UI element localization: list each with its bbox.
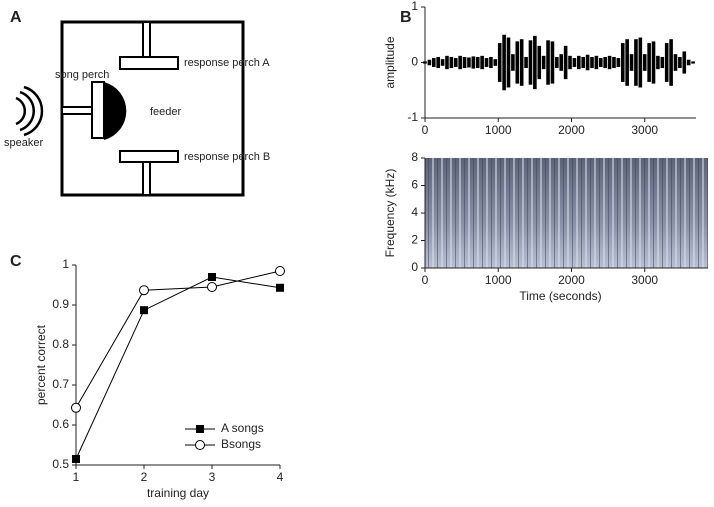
x-tick-label: 1000 <box>485 123 512 137</box>
perch-a <box>119 56 179 70</box>
label: song perch <box>55 69 109 81</box>
panel-label: C <box>10 253 22 270</box>
legend-label: Bsongs <box>221 437 261 451</box>
marker <box>276 283 284 292</box>
y-tick-label: 0.6 <box>52 417 69 431</box>
y-tick-label: 2 <box>411 233 418 247</box>
y-tick-label: 8 <box>411 150 418 164</box>
y-axis-label: percent correct <box>34 324 48 405</box>
x-tick-label: 2000 <box>558 273 585 287</box>
label: response perch A <box>184 57 270 69</box>
perch-b <box>119 150 179 163</box>
label: feeder <box>150 106 182 118</box>
x-axis-label: Time (seconds) <box>519 289 601 303</box>
marker <box>72 455 80 463</box>
perch-stem <box>142 21 151 58</box>
marker <box>207 282 217 292</box>
y-tick-label: 0 <box>411 55 418 69</box>
y-axis-label: Frequency (kHz) <box>383 169 397 258</box>
marker <box>71 402 81 413</box>
x-tick-label: 0 <box>422 273 429 287</box>
diagram: A song perch feeder response perch A res… <box>4 9 270 197</box>
y-tick-label: 0.9 <box>52 297 69 311</box>
marker <box>139 285 149 296</box>
series-line <box>75 276 281 460</box>
y-tick-label: 4 <box>411 205 418 219</box>
speaker-icon <box>15 85 44 137</box>
x-tick-label: 1000 <box>485 273 512 287</box>
x-tick-label: 4 <box>277 470 284 484</box>
y-tick-label: 0.5 <box>52 457 69 471</box>
y-tick-label: 1 <box>62 257 69 271</box>
panel-label: B <box>400 9 412 26</box>
y-axis-label: amplitude <box>383 36 397 88</box>
feeder-shape <box>104 82 127 140</box>
marker <box>275 266 285 276</box>
label: response perch B <box>184 151 270 163</box>
x-tick-label: 2000 <box>558 123 585 137</box>
y-tick-label: 0.8 <box>52 337 69 351</box>
y-tick-label: -1 <box>407 110 418 124</box>
legend-marker <box>195 440 205 450</box>
marker <box>140 306 148 315</box>
y-tick-label: 1 <box>411 0 418 13</box>
song-perch-stem <box>61 106 93 115</box>
x-tick-label: 1 <box>73 470 80 484</box>
x-tick-label: 0 <box>422 123 429 137</box>
perch-stem <box>142 161 151 196</box>
x-tick-label: 3000 <box>631 123 658 137</box>
series-line <box>75 270 281 409</box>
legend-label: A songs <box>221 421 264 435</box>
y-tick-label: 0 <box>411 260 418 274</box>
panel-label: A <box>10 9 22 26</box>
label: speaker <box>4 137 43 149</box>
marker <box>208 273 216 281</box>
x-tick-label: 3 <box>209 470 216 484</box>
y-tick-label: 6 <box>411 178 418 192</box>
song-perch <box>91 81 105 139</box>
spectrogram-texture <box>425 158 708 268</box>
legend-marker <box>196 425 204 433</box>
x-axis-label: training day <box>147 486 209 500</box>
y-tick-label: 0.7 <box>52 377 69 391</box>
x-tick-label: 3000 <box>631 273 658 287</box>
x-tick-label: 2 <box>141 470 148 484</box>
